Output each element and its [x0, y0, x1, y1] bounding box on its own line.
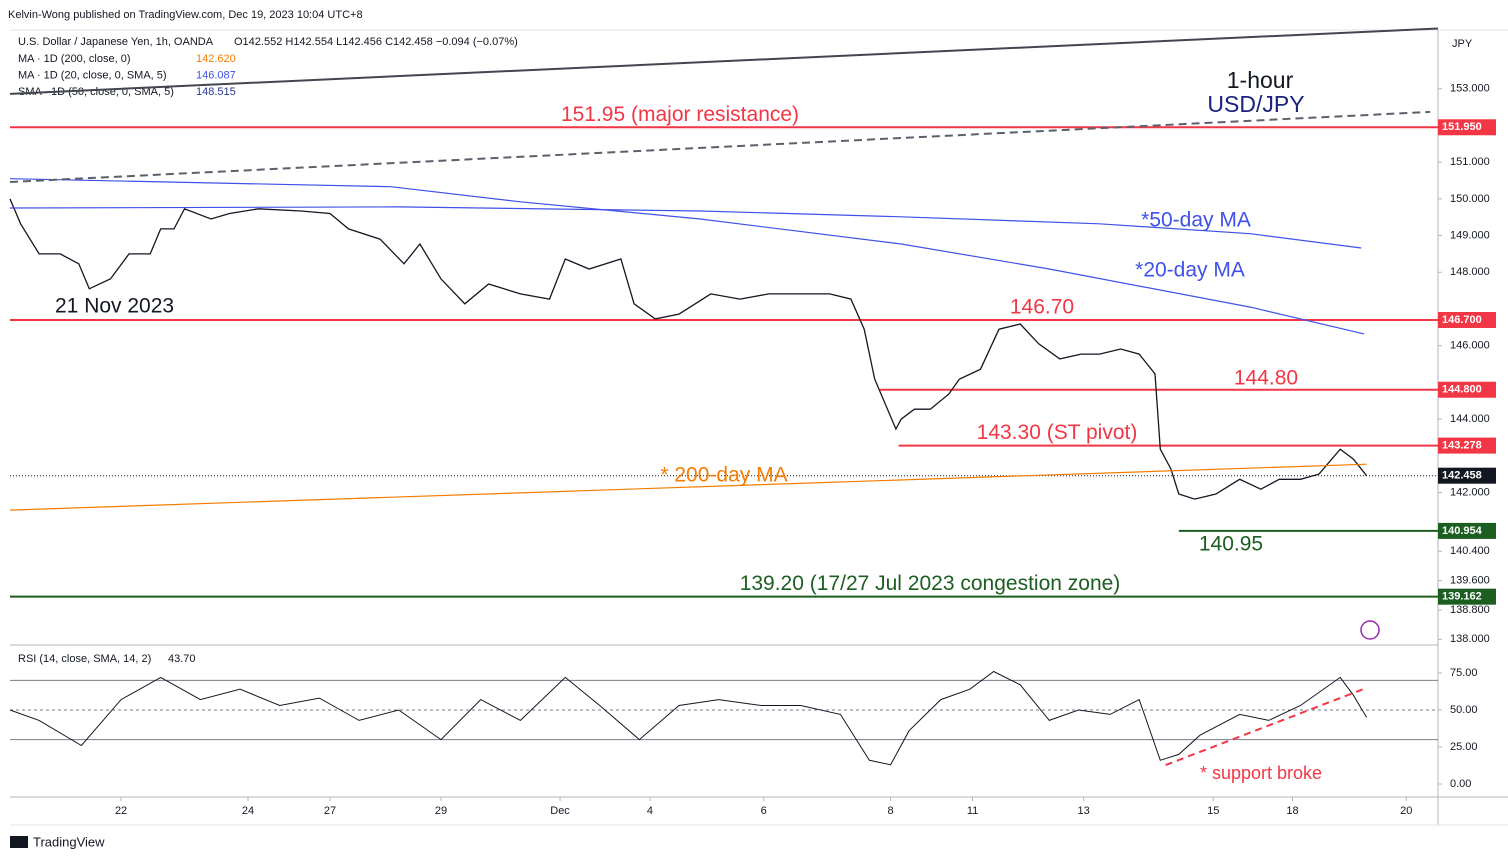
level-tag-label: 151.950 — [1442, 121, 1482, 133]
x-tick-label: 11 — [967, 805, 978, 817]
legend-value: 148.515 — [196, 86, 236, 98]
series-line — [9, 198, 1368, 500]
x-tick-label: 18 — [1286, 805, 1298, 817]
y-tick-label: 151.000 — [1450, 156, 1490, 168]
x-tick-label: 20 — [1400, 805, 1412, 817]
rsi-annotation: * support broke — [1200, 763, 1322, 783]
y-tick-label: 153.000 — [1450, 83, 1490, 95]
level-annotation: 144.80 — [1234, 366, 1298, 389]
x-tick-label: 15 — [1207, 805, 1219, 817]
series-line — [9, 110, 1431, 183]
last-price-label: 142.458 — [1442, 470, 1482, 482]
axis-unit: JPY — [1452, 38, 1473, 50]
rsi-last: 43.70 — [168, 653, 196, 665]
alert-icon[interactable] — [1360, 620, 1380, 640]
series-label: *50-day MA — [1141, 209, 1251, 232]
level-tag — [1438, 381, 1496, 398]
series-label: *20-day MA — [1135, 259, 1245, 282]
x-tick-label: 27 — [324, 805, 336, 817]
series-line — [9, 206, 1362, 249]
y-tick-label: 138.000 — [1450, 633, 1490, 645]
rsi-tick-label: 0.00 — [1450, 778, 1471, 790]
x-tick-label: 22 — [115, 805, 127, 817]
level-annotation: 143.30 (ST pivot) — [977, 421, 1138, 444]
x-tick-label: 8 — [888, 805, 894, 817]
rsi-tick-label: 50.00 — [1450, 704, 1478, 716]
level-tag — [1438, 588, 1496, 605]
level-tag-label: 146.700 — [1442, 314, 1482, 326]
publisher: Kelvin-Wong published on TradingView.com… — [8, 9, 363, 21]
tv-logo — [10, 836, 28, 848]
level-tag — [1438, 119, 1496, 136]
x-tick-label: 4 — [647, 805, 653, 817]
y-tick-label: 146.000 — [1450, 340, 1490, 352]
legend-indicator: MA · 1D (20, close, 0, SMA, 5) — [18, 69, 167, 81]
chart-subtitle: USD/JPY — [1207, 91, 1304, 117]
y-tick-label: 144.000 — [1450, 413, 1490, 425]
x-tick-label: 29 — [435, 805, 447, 817]
legend-value: 142.620 — [196, 53, 236, 65]
x-tick-label: 6 — [761, 805, 767, 817]
level-tag — [1438, 437, 1496, 454]
last-price-tag — [1438, 467, 1496, 484]
level-tag — [1438, 311, 1496, 328]
annotation: 21 Nov 2023 — [55, 295, 174, 318]
level-tag-label: 140.954 — [1442, 525, 1483, 537]
y-tick-label: 148.000 — [1450, 266, 1490, 278]
rsi-tick-label: 25.00 — [1450, 741, 1478, 753]
x-tick-label: 13 — [1078, 805, 1090, 817]
series-line — [9, 463, 1367, 511]
footer: TradingView — [33, 834, 105, 849]
y-tick-label: 142.000 — [1450, 486, 1490, 498]
level-annotation: 139.20 (17/27 Jul 2023 congestion zone) — [740, 572, 1121, 595]
rsi-tick-label: 75.00 — [1450, 667, 1478, 679]
level-tag-label: 143.278 — [1442, 439, 1482, 451]
y-tick-label: 138.800 — [1450, 604, 1490, 616]
rsi-title: RSI (14, close, SMA, 14, 2) — [18, 653, 151, 665]
rsi-line — [9, 670, 1368, 766]
chart-title: 1-hour — [1227, 67, 1294, 93]
series-label: * 200-day MA — [660, 464, 787, 487]
y-tick-label: 150.000 — [1450, 193, 1490, 205]
level-annotation: 151.95 (major resistance) — [561, 103, 799, 126]
legend-indicator: MA · 1D (200, close, 0) — [18, 53, 131, 65]
level-annotation: 146.70 — [1010, 296, 1074, 319]
level-annotation: 140.95 — [1199, 532, 1263, 555]
level-tag-label: 144.800 — [1442, 384, 1482, 396]
legend-value: 146.087 — [196, 69, 236, 81]
legend-symbol: U.S. Dollar / Japanese Yen, 1h, OANDA — [18, 36, 214, 48]
y-tick-label: 139.600 — [1450, 575, 1490, 587]
series-line — [9, 27, 1439, 95]
legend-ohlc: O142.552 H142.554 L142.456 C142.458 −0.0… — [234, 36, 518, 48]
level-tag-label: 139.162 — [1442, 591, 1482, 603]
x-tick-label: Dec — [550, 805, 570, 817]
y-tick-label: 149.000 — [1450, 229, 1490, 241]
y-tick-label: 140.400 — [1450, 545, 1490, 557]
series-line — [9, 178, 1365, 335]
x-tick-label: 24 — [242, 805, 254, 817]
level-tag — [1438, 522, 1496, 539]
